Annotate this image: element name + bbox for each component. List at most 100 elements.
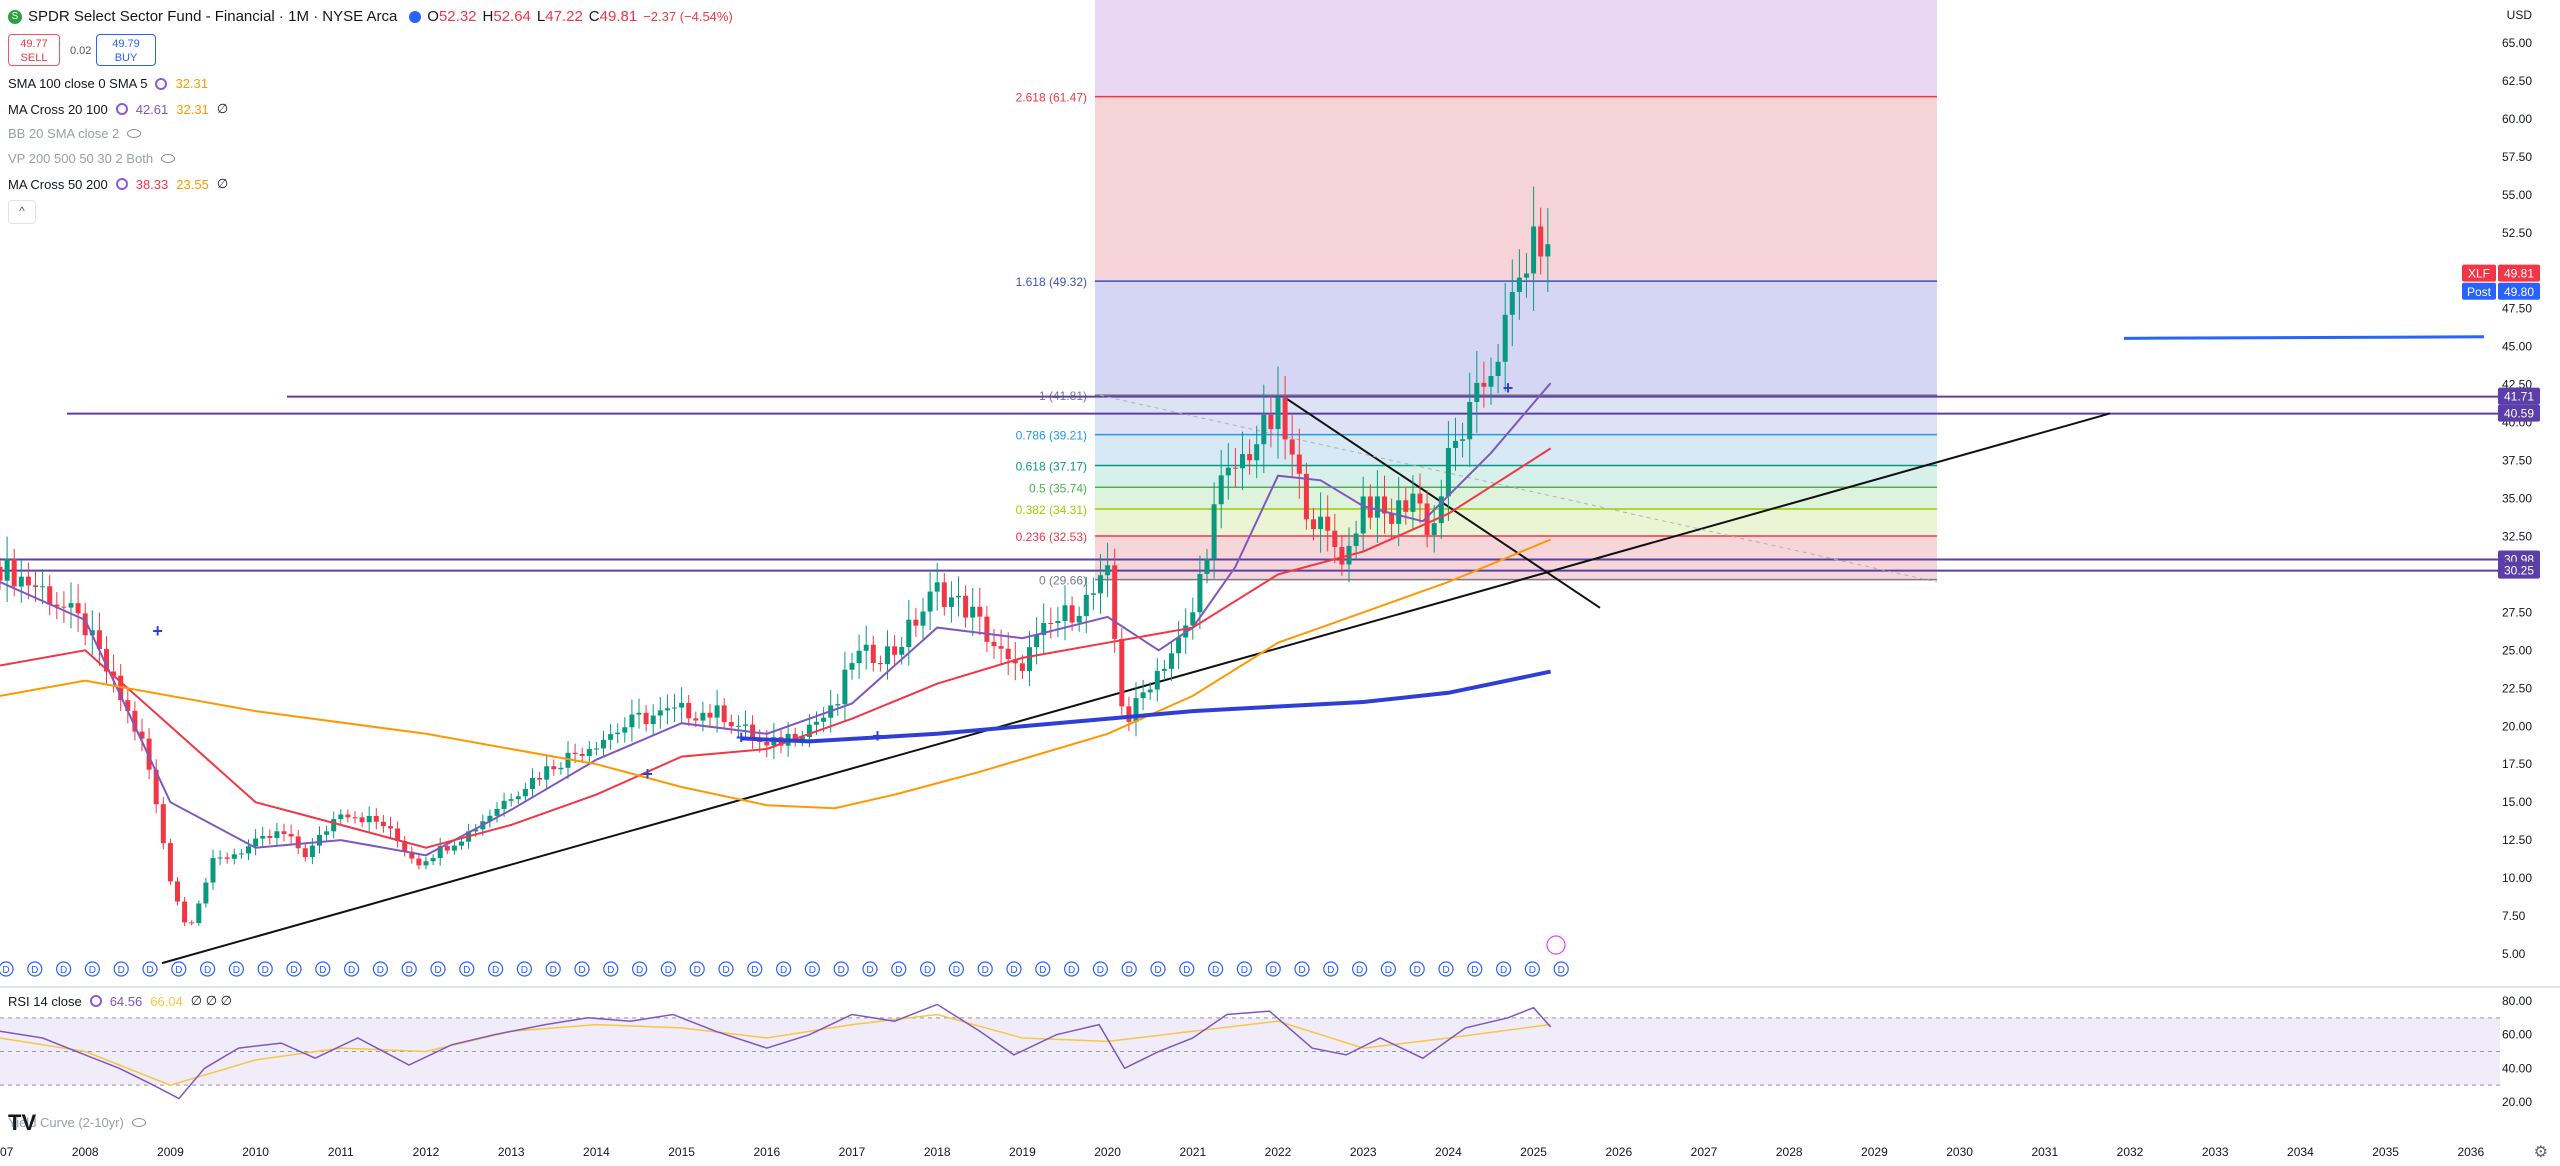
tradingview-logo[interactable]: TV (8, 1110, 37, 1135)
candle (728, 722, 734, 727)
settings-icon[interactable] (155, 77, 168, 90)
rsi-legend[interactable]: RSI 14 close 64.56 66.04 ∅ ∅ ∅ (8, 993, 232, 1009)
candle (558, 767, 564, 770)
candle (1133, 698, 1139, 722)
hidden-eye-icon[interactable] (127, 129, 142, 138)
currency-label[interactable]: USD (2506, 8, 2532, 22)
fib-zone (1095, 0, 1937, 97)
indicator-value: 38.33 (135, 176, 169, 192)
candle (1296, 454, 1302, 474)
candle (146, 738, 152, 770)
price-axis-tick: 52.50 (2502, 226, 2532, 240)
candle (1176, 637, 1182, 654)
settings-icon[interactable] (89, 995, 102, 1007)
dividend-marker (142, 961, 158, 977)
time-axis-tick: 2021 (1179, 1145, 1206, 1159)
dividend-marker-label: D (233, 965, 240, 976)
indicator-bb[interactable]: BB 20 SMA close 2 (8, 126, 142, 141)
time-axis-tick: 2017 (839, 1145, 866, 1159)
candle (1389, 513, 1395, 524)
symbol-logo: S (8, 9, 22, 24)
price-axis-tick: 17.50 (2502, 757, 2532, 771)
indicator-value: 42.61 (135, 101, 169, 117)
candle (948, 597, 954, 607)
price-tag (2498, 282, 2540, 300)
candle (643, 712, 649, 725)
rsi-line (0, 1003, 1552, 1100)
candle (309, 845, 315, 858)
candle (1453, 440, 1458, 448)
candle (1112, 565, 1118, 639)
candle (934, 582, 940, 592)
buy-button[interactable]: 49.79 BUY (96, 34, 156, 66)
indicator-ma-cross-50-200[interactable]: MA Cross 50 200 38.33 23.55 ∅ (8, 176, 228, 192)
candle (885, 646, 890, 665)
market-status-icon[interactable] (409, 10, 422, 23)
sell-button[interactable]: 49.77 SELL (8, 34, 60, 66)
dividend-marker-label: D (1241, 965, 1248, 976)
candle (139, 731, 145, 739)
price-tag-value: 30.25 (2504, 564, 2534, 578)
candle (1545, 244, 1551, 257)
price-axis-tick: 27.50 (2502, 605, 2532, 619)
dividend-marker (1063, 961, 1080, 977)
candle (1090, 593, 1096, 595)
symbol-title[interactable]: SPDR Select Sector Fund - Financial · 1M… (28, 8, 398, 25)
candle (1062, 605, 1068, 621)
ohlc-low-label: L (536, 8, 546, 25)
indicator-vp[interactable]: VP 200 500 50 30 2 Both (8, 151, 176, 166)
indicator-sma100[interactable]: SMA 100 close 0 SMA 5 32.31 (8, 76, 208, 91)
time-axis-tick: 2010 (242, 1145, 269, 1159)
candle (601, 739, 606, 749)
dividend-marker-label: D (751, 965, 758, 976)
dividend-marker (84, 961, 101, 977)
dividend-marker (1323, 961, 1339, 977)
candle (451, 845, 457, 851)
collapse-legend-button[interactable]: ^ (8, 200, 36, 224)
hidden-eye-icon[interactable] (161, 154, 176, 163)
candle (1211, 504, 1217, 559)
settings-icon[interactable] (115, 178, 128, 190)
price-tag-value: 49.81 (2504, 267, 2534, 281)
buy-label: BUY (114, 52, 138, 64)
indicator-ma-cross-20-100[interactable]: MA Cross 20 100 42.61 32.31 ∅ (8, 101, 228, 117)
dividend-marker (833, 961, 849, 977)
symbol-header[interactable]: S SPDR Select Sector Fund - Financial · … (8, 8, 733, 25)
candle (906, 619, 912, 648)
dividend-marker-label: D (31, 965, 38, 976)
candle (1311, 519, 1316, 530)
time-axis-tick: 2019 (1009, 1145, 1036, 1159)
time-axis-tick: 2012 (413, 1145, 440, 1159)
ohlc-high: 52.64 (493, 8, 531, 25)
time-axis-tick: 2016 (753, 1145, 780, 1159)
hidden-eye-icon[interactable] (131, 1118, 146, 1127)
candle (40, 586, 46, 588)
candle (1538, 226, 1544, 257)
yield-curve-name: Yield Curve (2-10yr) (8, 1115, 124, 1130)
yield-curve-legend[interactable]: Yield Curve (2-10yr) (8, 1115, 146, 1130)
candle (920, 611, 926, 626)
dividend-marker-label: D (463, 965, 470, 976)
fib-zone (1095, 281, 1937, 396)
gear-icon[interactable]: ⚙ (2533, 1144, 2548, 1161)
fib-level-label: 0.5 (35.74) (1029, 481, 1087, 495)
price-axis-tick: 22.50 (2502, 681, 2532, 695)
price-axis-tick: 62.50 (2502, 74, 2532, 88)
candle (927, 591, 933, 612)
dividend-marker (1179, 961, 1195, 977)
indicator-value: 32.31 (176, 101, 209, 117)
candle (1041, 623, 1047, 635)
dividend-marker (948, 961, 965, 977)
fib-level-label: 1.618 (49.32) (1016, 275, 1087, 289)
dividend-marker (171, 961, 187, 977)
dividend-marker-label: D (550, 965, 557, 976)
settings-icon[interactable] (115, 103, 128, 115)
candle (814, 721, 819, 725)
dividend-marker (286, 961, 302, 977)
cross-marker: + (642, 764, 653, 784)
target-line (2123, 335, 2485, 340)
price-tag-value: 40.59 (2504, 407, 2534, 421)
candle (96, 630, 102, 649)
candle (1502, 314, 1508, 362)
